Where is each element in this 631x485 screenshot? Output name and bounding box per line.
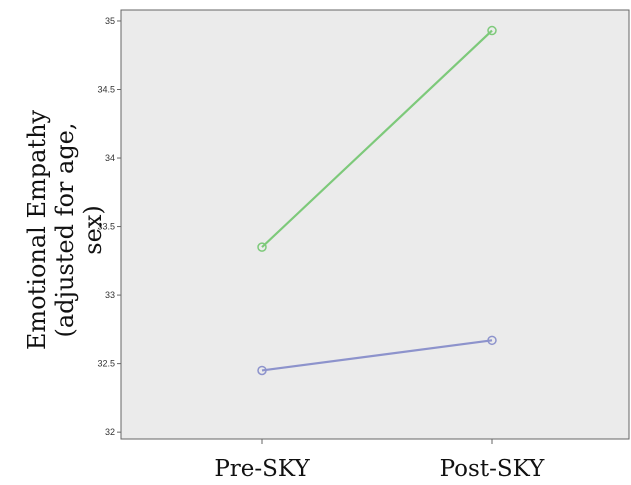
- y-tick-label: 34: [105, 153, 115, 163]
- data-point: [257, 365, 267, 376]
- y-axis-title-line-1: Emotional Empathy: [23, 109, 51, 350]
- series-2: [257, 335, 497, 376]
- y-tick-label: 32.5: [97, 359, 115, 369]
- x-axis-ticks: Pre-SKY Post-SKY: [214, 439, 545, 482]
- data-point: [257, 242, 267, 252]
- series-line: [261, 29, 493, 248]
- y-axis-title-line-2: (adjusted for age,: [51, 122, 79, 337]
- y-tick-label: 34.5: [97, 84, 115, 94]
- y-tick-label: 35: [105, 16, 115, 26]
- y-axis-title-line-3: sex): [79, 205, 107, 254]
- plot-area: [120, 9, 630, 440]
- y-tick-label: 32: [105, 427, 115, 437]
- y-axis-title: Emotional Empathy (adjusted for age, sex…: [23, 109, 107, 350]
- series-1: [257, 25, 497, 252]
- y-tick-label: 33: [105, 290, 115, 300]
- y-tick-label: 33.5: [97, 222, 115, 232]
- series-line: [261, 339, 493, 372]
- x-tick-label: Pre-SKY: [214, 456, 310, 482]
- y-axis-ticks: 32 32.5 33 33.5 34 34.5 35: [97, 16, 121, 437]
- series-layer: [257, 25, 497, 376]
- x-tick-label: Post-SKY: [440, 456, 546, 482]
- data-point: [487, 335, 497, 346]
- data-point: [487, 25, 497, 36]
